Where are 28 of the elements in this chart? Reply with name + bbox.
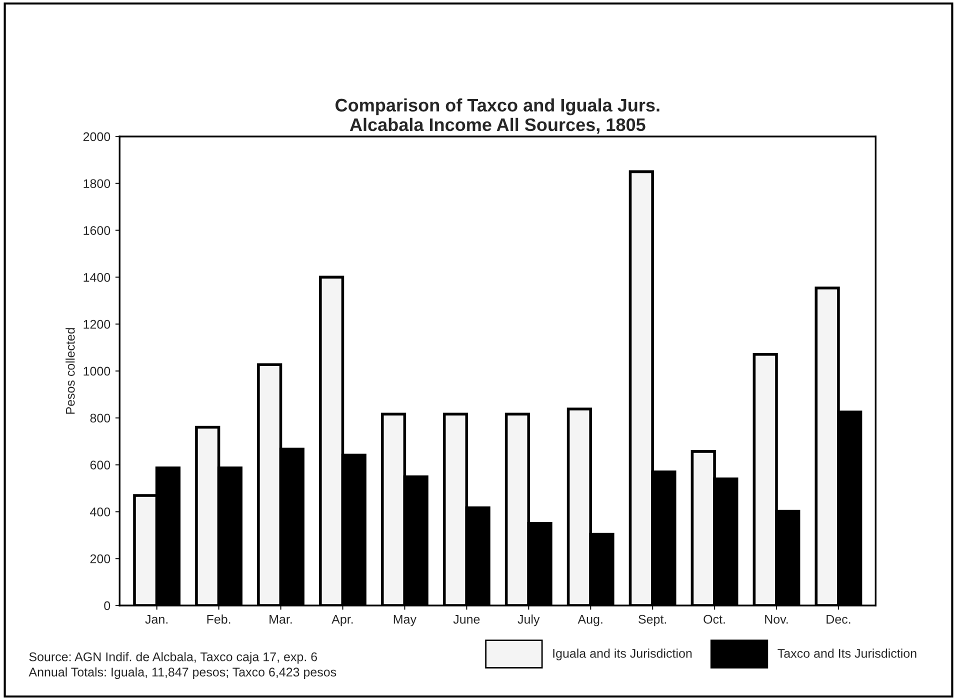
chart-title: Comparison of Taxco and Iguala Jurs. Alcabala Income All Sources, 1805 [336,98,660,134]
legend-label: Taxco and Its Jurisdiction [778,648,916,658]
y-tick-label: 400 [90,508,110,516]
source-note: Source: AGN Indif. de Alcbala, Taxco caja 17, exp. 6 Annual Totals: Iguala, 11,847 pesos; Taxco 6,423 pesos [28,652,336,679]
y-tick-label: 1000 [84,366,110,376]
y-tick-label: 1400 [84,273,110,282]
x-tick-label: Jan. [145,614,168,624]
x-tick-label: May [394,614,416,626]
y-tick-label: 0 [104,601,110,610]
x-tick-label: Mar. [270,614,292,624]
legend-label: Iguala and its Jurisdiction [553,648,692,660]
x-tick-label: June [453,614,480,624]
x-tick-label: Oct. [704,614,725,624]
x-tick-label: Nov. [765,614,788,624]
x-tick-label: Dec. [826,614,850,624]
x-tick-label: Feb. [207,614,230,624]
y-tick-label: 1800 [84,179,110,188]
x-tick-label: Sept. [638,614,666,626]
x-tick-label: Aug. [578,614,602,626]
x-tick-label: July [518,614,540,626]
y-tick-label: 2000 [83,132,110,142]
x-tick-label: Apr. [332,614,353,626]
y-tick-label: 1600 [84,226,110,235]
y-tick-label: 1200 [84,320,110,329]
y-tick-label: 800 [90,414,110,423]
y-axis-title: Pesos collected [66,328,75,414]
y-tick-label: 600 [90,460,110,470]
y-tick-label: 200 [90,554,110,564]
